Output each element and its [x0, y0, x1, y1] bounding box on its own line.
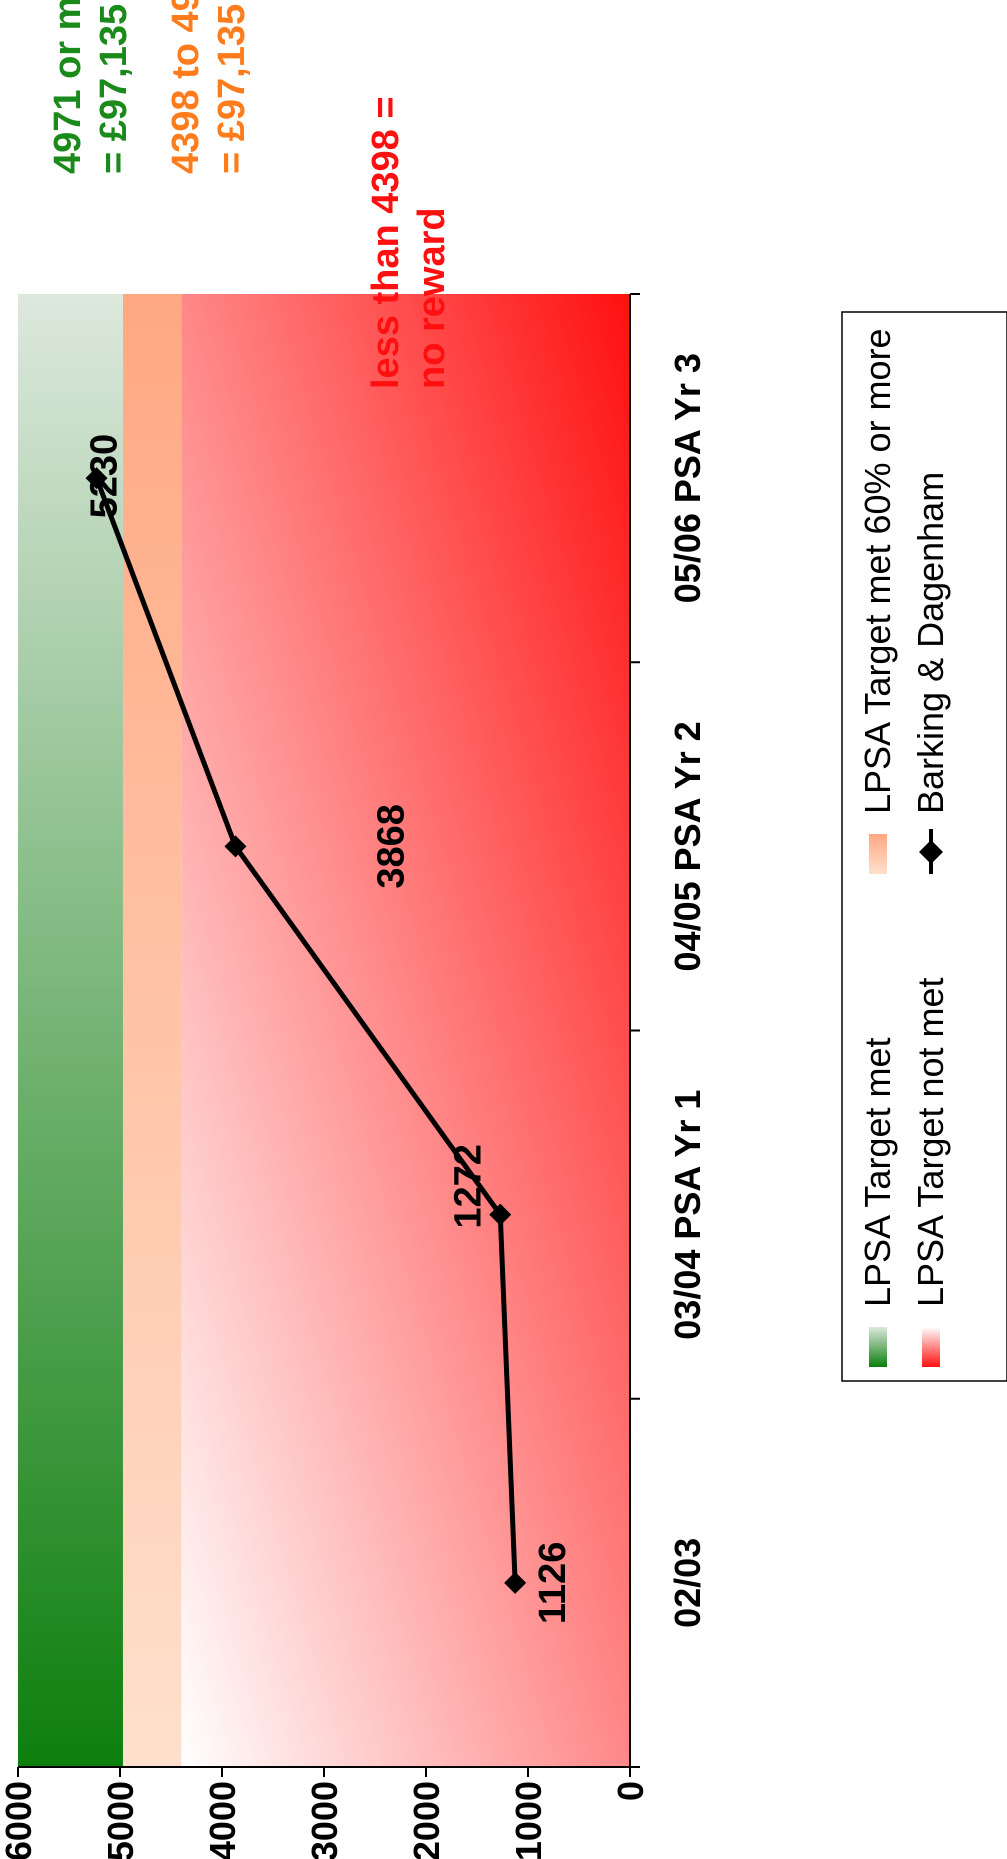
legend-label-series: Barking & Dagenham — [910, 472, 951, 814]
note-green: 4971 or more = £97,135 — [47, 0, 135, 174]
data-label: 1126 — [532, 1542, 574, 1624]
series-point — [489, 1203, 512, 1226]
legend: LPSA Target met LPSA Target met 60% or m… — [841, 311, 1007, 1382]
data-labels: 1126 1272 3868 5230 — [84, 434, 575, 1624]
data-label: 3868 — [370, 804, 412, 889]
series-point — [224, 835, 247, 858]
y-tick-label: 5000 — [100, 1781, 141, 1859]
data-label: 5230 — [84, 434, 126, 519]
y-tick-label: 1000 — [508, 1781, 549, 1859]
legend-swatch-target-met — [869, 1327, 887, 1367]
series-point — [85, 467, 108, 490]
series-line-barking-dagenham — [94, 477, 518, 1583]
x-tick-label: 04/05 PSA Yr 2 — [667, 721, 708, 971]
series-point — [504, 1571, 527, 1594]
x-tick-label: 02/03 — [667, 1538, 708, 1628]
y-tick-label: 3000 — [304, 1781, 345, 1859]
note-red: less than 4398 = no reward — [365, 86, 453, 389]
band-notes: 4971 or more = £97,135 4398 to 4971 = £9… — [47, 0, 453, 389]
legend-swatch-target-not-met — [922, 1327, 940, 1367]
series-markers — [85, 467, 527, 1594]
band-target-met — [18, 294, 123, 1767]
legend-label-target-met-60: LPSA Target met 60% or more — [857, 328, 898, 814]
y-tick-label: 0 — [610, 1781, 651, 1801]
legend-swatch-target-met-60 — [869, 834, 887, 874]
target-bands — [18, 294, 631, 1767]
y-tick-label: 2000 — [406, 1781, 447, 1859]
band-target-met-60 — [122, 294, 182, 1767]
legend-label-target-met: LPSA Target met — [857, 1038, 898, 1308]
legend-label-target-not-met: LPSA Target not met — [910, 977, 951, 1307]
data-label: 1272 — [447, 1144, 489, 1229]
note-red-line-1: less than 4398 = — [365, 96, 407, 389]
note-green-line-2: = £97,135 — [93, 4, 135, 174]
note-orange-line-1: 4398 to 4971 — [165, 0, 207, 174]
x-tick-label: 03/04 PSA Yr 1 — [667, 1090, 708, 1340]
y-tick-label: 6000 — [0, 1781, 39, 1859]
note-orange-line-2: = £97,135 — [211, 4, 253, 174]
y-tick-label: 4000 — [202, 1781, 243, 1859]
note-green-line-1: 4971 or more — [47, 0, 89, 174]
note-red-line-2: no reward — [411, 207, 453, 389]
band-target-not-met — [181, 294, 631, 1767]
legend-series-marker — [919, 840, 943, 864]
x-tick-label: 05/06 PSA Yr 3 — [667, 353, 708, 603]
y-axis-ticks: 0 1000 2000 3000 4000 5000 6000 — [0, 1767, 651, 1859]
x-axis-ticks: 02/03 03/04 PSA Yr 1 04/05 PSA Yr 2 05/06 P… — [630, 293, 708, 1768]
note-orange: 4398 to 4971 = £97,135 — [165, 0, 253, 174]
